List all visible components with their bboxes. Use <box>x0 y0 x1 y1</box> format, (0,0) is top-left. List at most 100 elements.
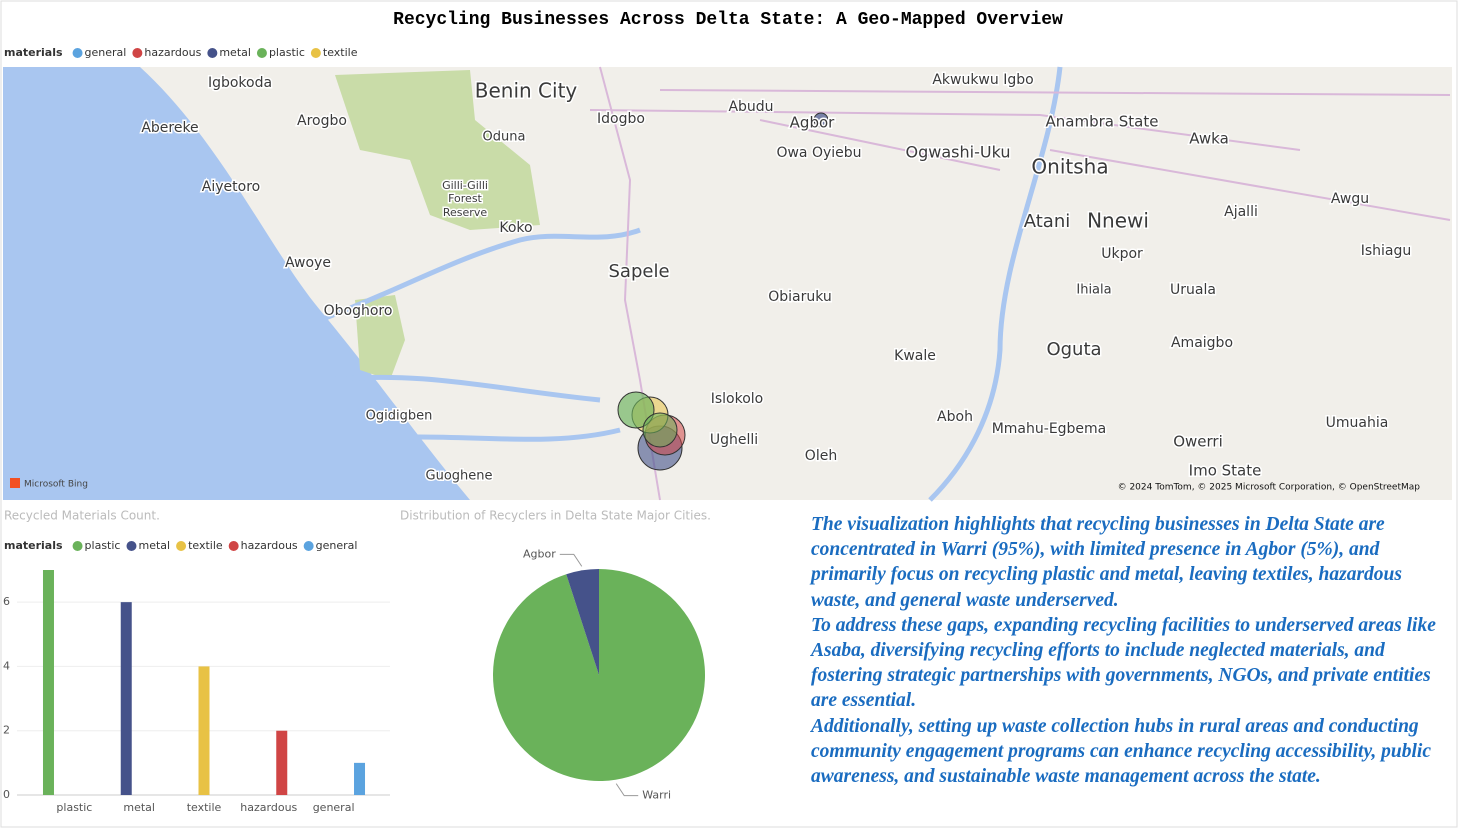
legend-swatch <box>310 48 321 58</box>
x-tick-label: textile <box>187 801 222 814</box>
legend-swatch <box>72 541 83 551</box>
place-label: Sapele <box>608 261 669 282</box>
pie-label: Warri <box>642 789 671 802</box>
place-label: Igbokoda <box>208 75 272 91</box>
leader-line <box>559 553 583 567</box>
forest <box>335 70 540 230</box>
map-bubble <box>617 391 655 429</box>
legend-swatch <box>126 541 137 551</box>
river <box>319 66 1063 502</box>
chart-title: Recycled Materials Count. <box>4 509 160 523</box>
leader-line <box>615 783 639 797</box>
page-title: Recycling Businesses Across Delta State:… <box>393 10 1063 30</box>
place-label: Oduna <box>483 130 526 145</box>
place-label: Ogwashi-Uku <box>906 143 1011 162</box>
bar <box>42 570 54 795</box>
place-label: Ishiagu <box>1361 243 1412 259</box>
place-label: Ajalli <box>1224 204 1258 220</box>
x-tick-label: metal <box>123 801 155 814</box>
place-label: Akwukwu Igbo <box>932 72 1033 88</box>
map-bubble <box>642 412 678 448</box>
pie-slice <box>492 569 705 781</box>
x-tick-label: hazardous <box>240 801 297 814</box>
place-label: Oleh <box>805 448 837 464</box>
place-label: Nnewi <box>1087 209 1149 233</box>
place-label: Gilli-Gilli <box>442 179 488 192</box>
place-label: Awoye <box>285 255 331 271</box>
legend-label: hazardous <box>144 46 201 59</box>
place-label: Onitsha <box>1031 155 1108 179</box>
place-label: Umuahia <box>1326 415 1389 431</box>
place-label: Forest <box>448 192 482 205</box>
legend-label: metal <box>138 539 170 552</box>
place-label: Owa Oyiebu <box>776 145 861 161</box>
pie-slice <box>566 569 599 675</box>
insight-paragraph: To address these gaps, expanding recycli… <box>811 614 1436 712</box>
place-label: Amaigbo <box>1171 335 1233 351</box>
place-label: Islokolo <box>711 391 764 407</box>
legend-swatch <box>228 541 239 551</box>
insight-text: The visualization highlights that recycl… <box>811 512 1451 789</box>
x-tick-label: general <box>313 801 355 814</box>
place-label: Benin City <box>475 79 578 103</box>
legend-swatch <box>176 541 187 551</box>
forest <box>355 295 405 380</box>
insight-paragraph: The visualization highlights that recycl… <box>811 514 1402 611</box>
bar <box>354 762 366 795</box>
bar <box>120 602 132 795</box>
place-label: Arogbo <box>297 113 347 129</box>
legend-label: general <box>316 539 358 552</box>
legend-swatch <box>207 48 218 58</box>
place-label: Oguta <box>1046 339 1101 360</box>
legend-swatch <box>72 48 83 58</box>
place-label: Idogbo <box>597 111 645 127</box>
place-label: Obiaruku <box>768 289 832 305</box>
place-label: Reserve <box>443 206 487 219</box>
legend-title: materials <box>4 46 63 59</box>
place-label: Ogidigben <box>366 409 433 424</box>
place-label: Guoghene <box>426 469 493 484</box>
place-label: Agbor <box>790 114 835 132</box>
place-label: Ukpor <box>1101 246 1143 262</box>
legend-label: general <box>85 46 127 59</box>
y-tick-label: 0 <box>3 788 10 801</box>
legend-label: metal <box>219 46 251 59</box>
place-label: Atani <box>1024 211 1071 232</box>
place-label: Abereke <box>141 120 198 136</box>
place-label: Koko <box>499 220 532 236</box>
ocean <box>3 67 470 500</box>
y-tick-label: 2 <box>3 724 10 737</box>
map: Microsoft Bing © 2024 TomTom, © 2025 Mic… <box>3 66 1452 502</box>
place-label: Aboh <box>937 409 973 425</box>
map-brand: Microsoft Bing <box>24 480 88 490</box>
pie-label: Agbor <box>523 547 556 560</box>
y-tick-label: 4 <box>3 659 10 672</box>
place-label: Kwale <box>894 348 936 364</box>
bing-logo <box>10 478 20 488</box>
chart-title: Distribution of Recyclers in Delta State… <box>400 509 711 523</box>
legend-swatch <box>256 48 267 58</box>
place-label: Mmahu-Egbema <box>992 421 1107 437</box>
legend-swatch <box>132 48 143 58</box>
map-attribution: © 2024 TomTom, © 2025 Microsoft Corporat… <box>1118 483 1421 493</box>
place-label: Awgu <box>1331 191 1369 207</box>
road <box>589 66 1451 501</box>
place-label: Ihiala <box>1076 283 1111 298</box>
place-label: Ughelli <box>710 432 758 448</box>
insight-paragraph: Additionally, setting up waste collectio… <box>811 715 1431 788</box>
place-label: Imo State <box>1189 462 1262 480</box>
place-label: Aiyetoro <box>202 179 260 195</box>
map-bubble <box>813 112 829 128</box>
legend-title: materials <box>4 539 63 552</box>
place-label: Awka <box>1189 130 1229 148</box>
bar <box>198 666 210 795</box>
x-tick-label: plastic <box>56 801 92 814</box>
place-label: Uruala <box>1170 282 1216 298</box>
legend-swatch <box>303 541 314 551</box>
bar <box>276 730 288 795</box>
place-label: Owerri <box>1173 433 1223 451</box>
legend-label: plastic <box>85 539 121 552</box>
